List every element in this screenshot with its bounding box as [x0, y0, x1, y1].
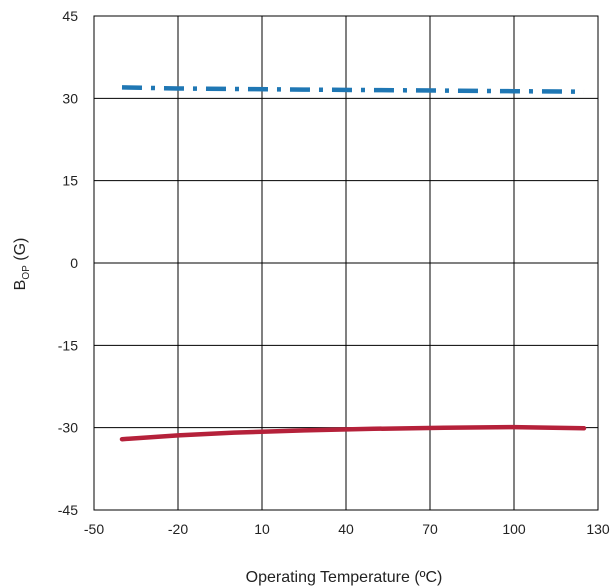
x-tick-label: -20 [168, 521, 188, 537]
x-tick-labels: -50 -20 10 40 70 100 130 [84, 521, 610, 537]
y-axis-title: BOP (G) [12, 238, 32, 291]
y-axis-title-rest: (G) [12, 238, 29, 266]
x-tick-label: 40 [338, 521, 354, 537]
x-axis-title: Operating Temperature (ºC) [246, 569, 443, 586]
y-tick-label: -15 [58, 337, 78, 353]
y-axis-title-sub: OP [21, 265, 32, 280]
y-tick-label: 15 [62, 173, 78, 189]
y-tick-labels: 45 30 15 0 -15 -30 -45 [58, 8, 78, 518]
series-layer [119, 85, 587, 442]
series-line-2 [119, 424, 587, 442]
plot-frame [93, 15, 599, 511]
y-tick-label: -30 [58, 420, 78, 436]
y-tick-label: -45 [58, 502, 78, 518]
y-tick-label: 30 [62, 90, 78, 106]
y-tick-label: 45 [62, 8, 78, 24]
x-tick-label: 70 [422, 521, 438, 537]
y-axis-title-main: B [12, 280, 29, 291]
x-tick-label: 100 [502, 521, 526, 537]
x-tick-label: 130 [586, 521, 610, 537]
series-line-1 [121, 85, 585, 94]
x-tick-label: -50 [84, 521, 104, 537]
x-tick-label: 10 [254, 521, 270, 537]
y-tick-label: 0 [70, 255, 78, 271]
